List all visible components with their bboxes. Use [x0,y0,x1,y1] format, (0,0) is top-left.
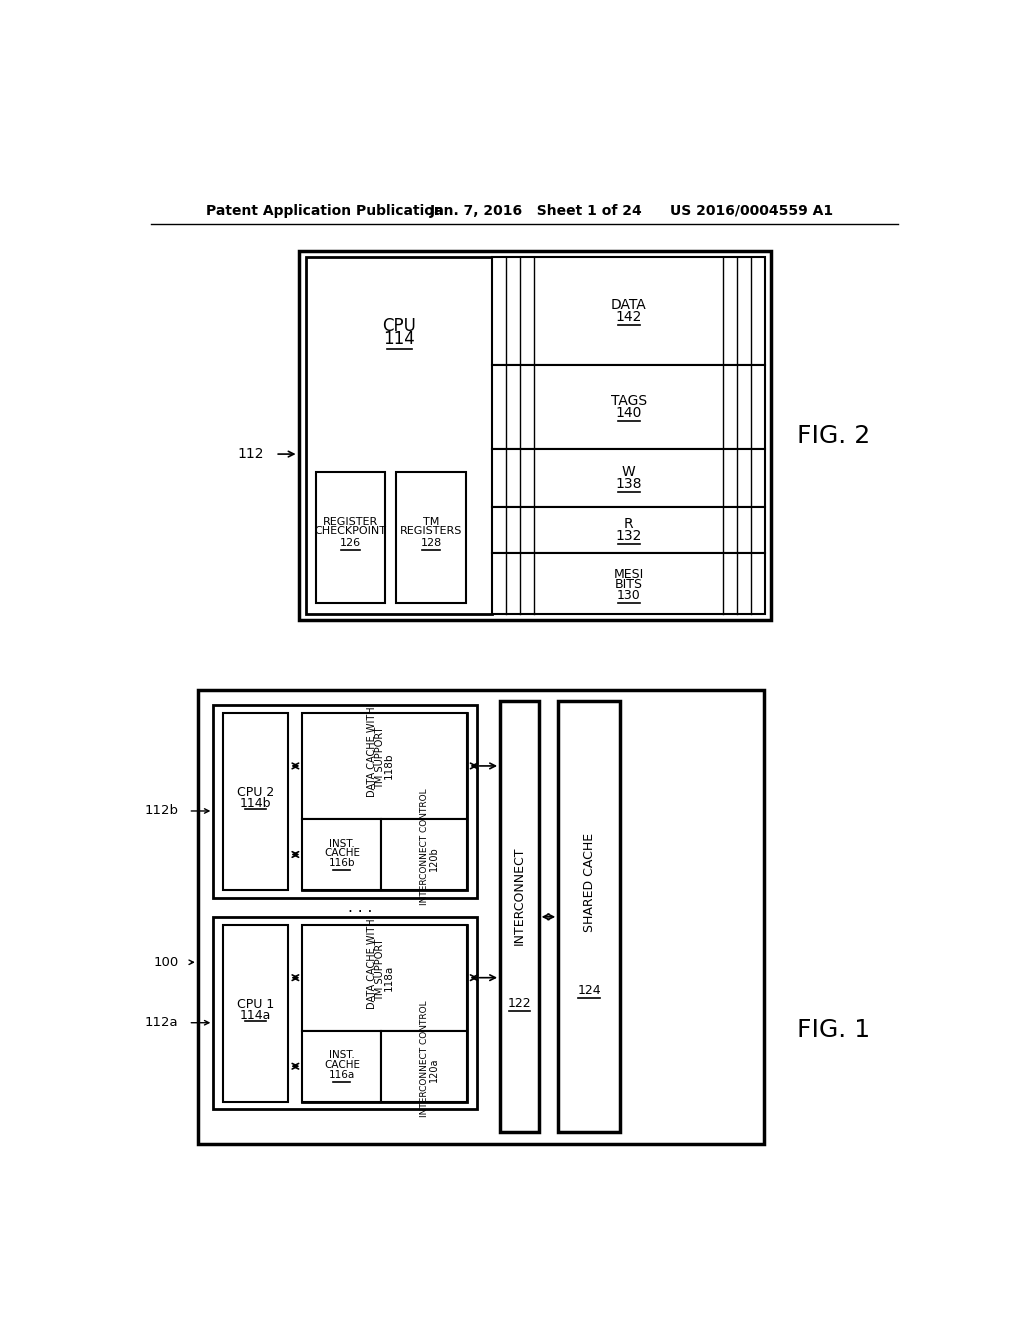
Text: 128: 128 [421,539,441,548]
Bar [558,701,621,1133]
Bar [493,449,765,507]
Bar [493,257,765,364]
Text: REGISTER: REGISTER [323,517,378,527]
Text: 140: 140 [615,407,642,420]
Text: MESI: MESI [613,568,644,581]
Text: R: R [624,516,634,531]
Text: 100: 100 [154,956,178,969]
Text: CPU: CPU [382,317,416,335]
Bar [315,471,385,603]
Bar [493,553,765,614]
Text: REGISTERS: REGISTERS [399,527,462,536]
Text: 116b: 116b [329,858,355,869]
Text: INTERCONNECT CONTROL: INTERCONNECT CONTROL [420,1001,429,1117]
Bar [500,701,539,1133]
Bar [213,917,477,1109]
Bar [396,471,466,603]
Bar [222,924,289,1102]
Text: 138: 138 [615,477,642,491]
Text: 120a: 120a [429,1057,438,1082]
Text: TM SUPPORT: TM SUPPORT [375,939,385,1001]
Text: US 2016/0004559 A1: US 2016/0004559 A1 [671,203,834,218]
Text: CACHE: CACHE [324,1060,359,1069]
Text: 118b: 118b [384,752,394,779]
Bar [306,257,493,614]
Text: Jan. 7, 2016   Sheet 1 of 24: Jan. 7, 2016 Sheet 1 of 24 [430,203,643,218]
Bar [213,705,477,898]
Text: 120b: 120b [429,846,438,871]
Text: 116a: 116a [329,1069,355,1080]
Text: TM SUPPORT: TM SUPPORT [375,727,385,789]
Text: INTERCONNECT CONTROL: INTERCONNECT CONTROL [420,788,429,906]
Bar [381,818,467,890]
Text: CPU 2: CPU 2 [237,785,274,799]
Text: CPU 1: CPU 1 [237,998,274,1011]
Text: 118a: 118a [384,965,394,991]
Text: DATA CACHE WITH: DATA CACHE WITH [367,919,377,1008]
Bar [302,924,467,1031]
Bar [222,713,289,890]
Bar [302,818,381,890]
Text: INST.: INST. [329,838,354,849]
Text: INTERCONNECT: INTERCONNECT [513,846,526,945]
Bar [302,713,467,818]
Text: DATA: DATA [610,297,646,312]
Text: Patent Application Publication: Patent Application Publication [206,203,443,218]
Bar [198,689,764,1144]
Text: TAGS: TAGS [610,393,647,408]
Text: 124: 124 [578,983,601,997]
Bar [381,1031,467,1102]
Text: . . .: . . . [348,900,373,915]
Text: TM: TM [423,517,439,527]
Text: FIG. 2: FIG. 2 [797,424,869,447]
Text: W: W [622,465,636,479]
Text: DATA CACHE WITH: DATA CACHE WITH [367,706,377,797]
Text: FIG. 1: FIG. 1 [797,1019,869,1043]
Text: SHARED CACHE: SHARED CACHE [583,833,596,932]
Text: 130: 130 [616,589,641,602]
Text: 126: 126 [340,539,361,548]
Bar [302,713,467,890]
Bar [302,924,467,1102]
Text: 122: 122 [508,997,531,1010]
Text: 142: 142 [615,310,642,323]
Text: BITS: BITS [614,578,643,591]
Text: 114a: 114a [240,1008,271,1022]
Bar [493,507,765,553]
Bar [299,251,771,620]
Bar [302,1031,381,1102]
Text: 112a: 112a [144,1016,178,1030]
Text: 112b: 112b [144,804,178,817]
Text: 114: 114 [383,330,415,347]
Text: 114b: 114b [240,797,271,809]
Bar [493,364,765,449]
Text: CHECKPOINT: CHECKPOINT [314,527,386,536]
Text: CACHE: CACHE [324,847,359,858]
Text: 132: 132 [615,529,642,543]
Text: INST.: INST. [329,1051,354,1060]
Text: 112: 112 [238,447,263,461]
